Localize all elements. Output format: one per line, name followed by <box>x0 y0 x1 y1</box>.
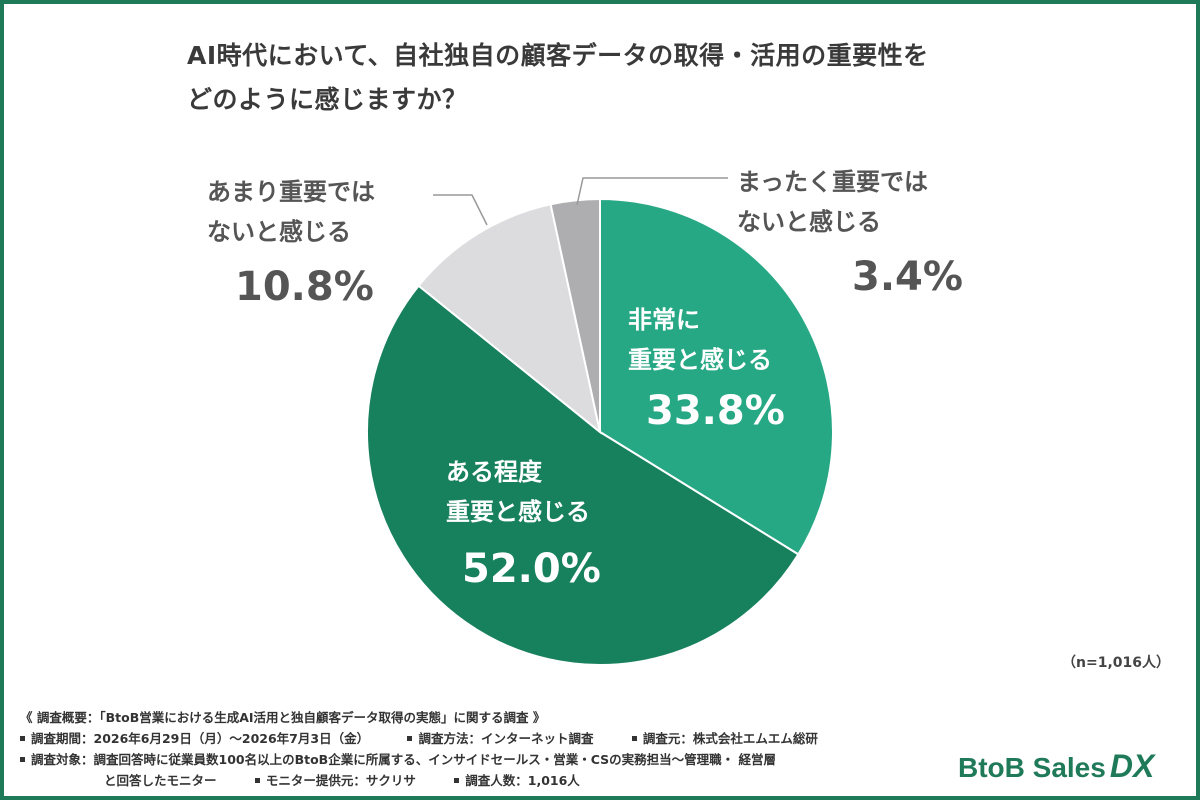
logo-accent: DX <box>1109 748 1155 784</box>
chart-title: AI時代において、自社独自の顧客データの取得・活用の重要性を どのように感じます… <box>187 34 1087 122</box>
bullet-icon <box>454 778 460 783</box>
footer-provider: モニター提供元：サクリサ <box>265 773 416 788</box>
pie-slice-not-important-at-all <box>549 197 601 433</box>
title-line-2: どのように感じますか？ <box>187 85 468 114</box>
slice-value-not-important-at-all: 3.4% <box>852 254 963 300</box>
bullet-icon <box>20 736 25 741</box>
slice-label-not-important-at-all: まったく重要では <box>737 168 928 196</box>
sample-size: （n=1,016人） <box>1062 655 1170 671</box>
footer-respondents: 調査人数：1,016人 <box>465 773 580 788</box>
slice-label-not-important-at-all: ないと感じる <box>737 208 881 236</box>
slice-label-not-very-important: あまり重要では <box>207 178 375 206</box>
footer-row-4: と回答したモニター モニター提供元：サクリサ 調査人数：1,016人 <box>20 770 980 791</box>
leader-line-not-important-at-all <box>576 177 728 206</box>
slice-label-not-very-important: ないと感じる <box>207 218 351 246</box>
slice-label-very-important: 重要と感じる <box>628 346 772 374</box>
leader-line-not-very-important <box>433 194 488 226</box>
footer-source: 調査元：株式会社エムエム総研 <box>642 731 818 746</box>
title-line-1: AI時代において、自社独自の顧客データの取得・活用の重要性を <box>187 41 929 70</box>
brand-logo: BtoB Sales DX <box>958 748 1154 785</box>
survey-footer: 《 調査概要：「BtoB営業における生成AI活用と独自顧客データ取得の実態」に関… <box>20 707 980 791</box>
logo-main: BtoB Sales <box>958 752 1106 783</box>
slice-value-somewhat-important: 52.0% <box>462 546 601 592</box>
footer-row-2: 調査期間：2026年6月29日（月）〜2026年7月3日（金） 調査方法：インタ… <box>20 728 980 749</box>
slice-label-very-important: 非常に <box>628 306 700 334</box>
bullet-icon <box>407 736 413 741</box>
pie-slice-very-important <box>599 197 834 556</box>
bullet-icon <box>20 757 25 762</box>
bullet-icon <box>631 736 637 741</box>
pie-slice-somewhat-important <box>366 284 800 666</box>
footer-row-3: 調査対象：調査回答時に従業員数100名以上のBtoB企業に所属する、インサイドセ… <box>20 749 980 770</box>
slice-label-somewhat-important: 重要と感じる <box>446 498 590 526</box>
footer-period: 調査期間：2026年6月29日（月）〜2026年7月3日（金） <box>31 731 370 746</box>
footer-target: 調査対象：調査回答時に従業員数100名以上のBtoB企業に所属する、インサイドセ… <box>31 752 776 767</box>
slice-value-very-important: 33.8% <box>646 388 785 434</box>
footer-overview: 《 調査概要：「BtoB営業における生成AI活用と独自顧客データ取得の実態」に関… <box>20 710 546 725</box>
bullet-icon <box>254 778 260 783</box>
pie-slice-not-very-important <box>417 203 602 435</box>
footer-target-2: と回答したモニター <box>104 773 217 788</box>
slice-value-not-very-important: 10.8% <box>235 264 374 310</box>
slice-label-somewhat-important: ある程度 <box>446 458 543 486</box>
footer-method: 調査方法：インターネット調査 <box>418 731 594 746</box>
